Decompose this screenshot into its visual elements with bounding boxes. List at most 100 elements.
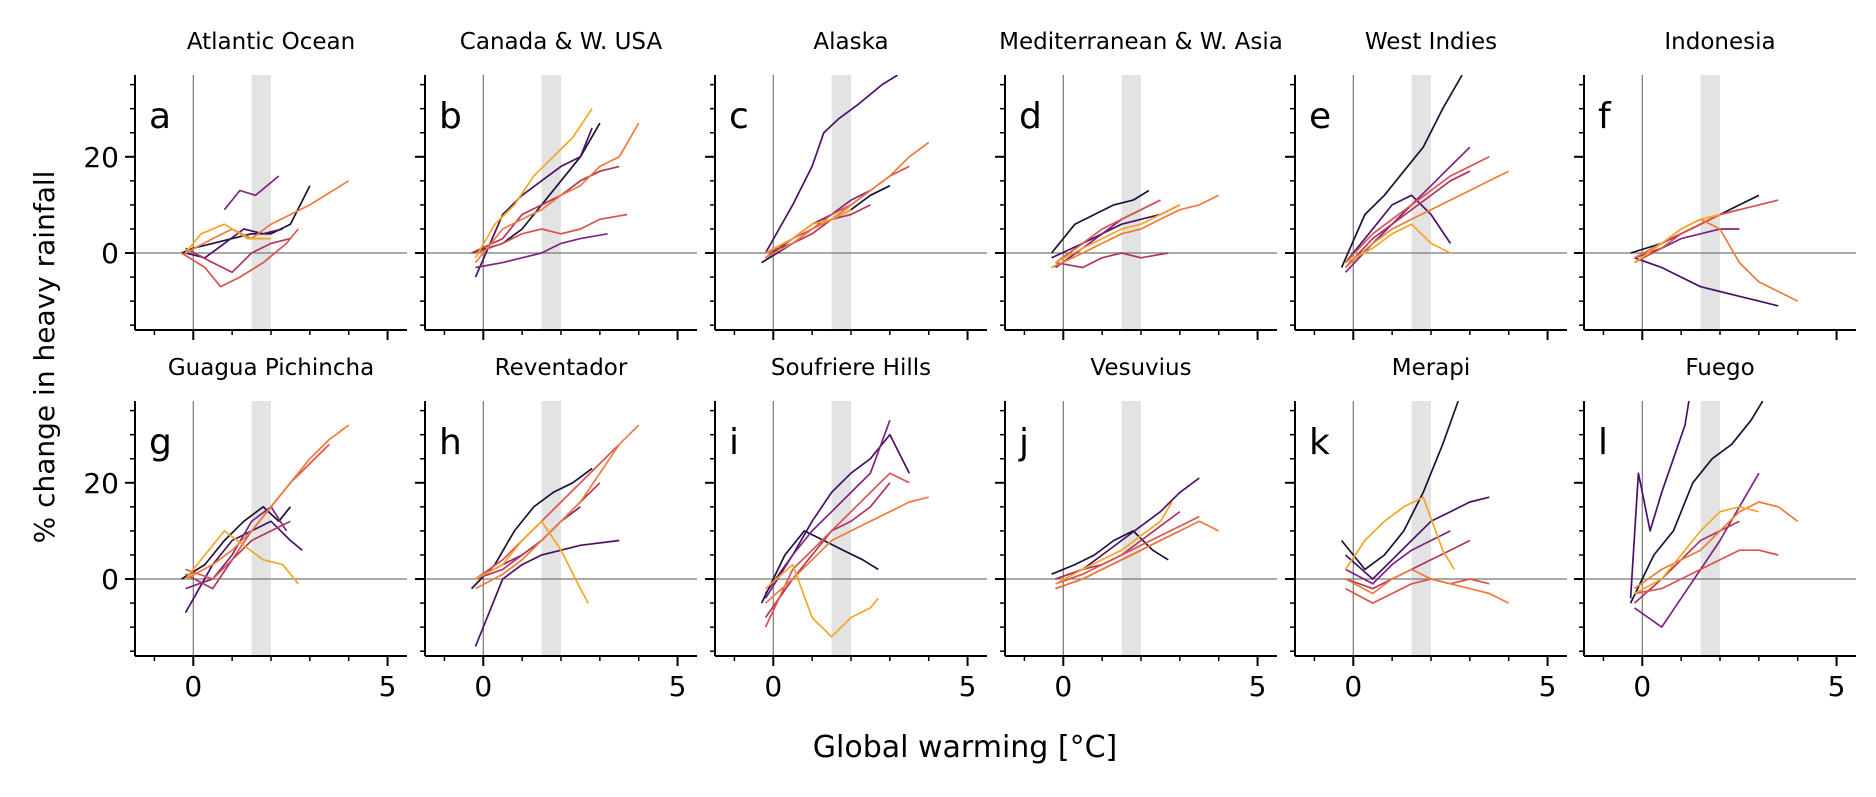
panel-letter: j	[1018, 422, 1029, 463]
series-line	[764, 433, 911, 594]
shaded-band	[1411, 401, 1431, 656]
series-line	[223, 175, 280, 211]
series-line	[475, 424, 640, 590]
series-line	[1055, 204, 1181, 264]
panel-title: Vesuvius	[1090, 355, 1191, 381]
series-line	[1344, 170, 1471, 269]
shaded-band	[1700, 401, 1720, 656]
panel-title: Mediterranean & W. Asia	[999, 29, 1283, 55]
series-line	[474, 108, 593, 259]
series-line	[1055, 199, 1161, 264]
series-line	[1345, 578, 1490, 604]
x-tick-label: 5	[1249, 670, 1267, 703]
series-line	[1344, 170, 1510, 269]
series-line	[764, 419, 891, 599]
panel-e: West Indies e	[1285, 29, 1567, 340]
panel-l: 0 5 Fuego l	[1574, 355, 1856, 703]
shaded-band	[831, 75, 851, 330]
series-group	[1340, 75, 1510, 273]
panel-title: Merapi	[1392, 355, 1471, 381]
series-line	[184, 223, 271, 254]
series-line	[1055, 520, 1220, 590]
panel-letter: h	[439, 422, 462, 463]
series-line	[1055, 515, 1200, 585]
series-line	[1345, 530, 1451, 585]
shaded-band	[251, 401, 271, 656]
series-line	[1340, 75, 1463, 268]
panel-k: 0 5 Merapi k	[1285, 355, 1567, 703]
panel-d: Mediterranean & W. Asia d	[995, 29, 1283, 340]
series-line	[1634, 549, 1779, 595]
shaded-band	[251, 75, 271, 330]
series-line	[1634, 199, 1779, 264]
series-line	[474, 122, 640, 264]
x-tick-label: 0	[1633, 670, 1651, 703]
series-group	[1051, 477, 1220, 590]
shaded-band	[1121, 401, 1141, 656]
panel-g: 0 5 0 20 Guagua Pichincha g	[83, 355, 407, 703]
x-axis-label: Global warming [°C]	[813, 730, 1117, 765]
panel-h: 0 5 Reventador h	[415, 355, 697, 703]
series-line	[1055, 252, 1169, 269]
series-group	[470, 424, 640, 647]
panel-letter: g	[149, 422, 172, 463]
series-line	[1634, 505, 1760, 595]
shaded-band	[831, 401, 851, 656]
panel-letter: e	[1309, 96, 1331, 137]
series-line	[765, 141, 930, 259]
series-line	[764, 482, 891, 618]
panel-letter: k	[1309, 422, 1330, 463]
series-line	[1630, 194, 1760, 254]
series-line	[1050, 189, 1150, 254]
series-line	[474, 127, 593, 278]
series-line	[1344, 156, 1490, 264]
series-line	[1634, 256, 1779, 307]
panel-title: Indonesia	[1664, 29, 1775, 55]
panel-title: West Indies	[1365, 29, 1497, 55]
x-tick-label: 5	[379, 670, 397, 703]
series-line	[765, 208, 852, 254]
series-line	[181, 505, 292, 580]
series-line	[1051, 194, 1220, 269]
series-line	[471, 122, 601, 254]
panel-letter: f	[1598, 96, 1612, 137]
series-line	[1633, 520, 1740, 604]
series-line	[1055, 501, 1173, 585]
series-line	[1629, 401, 1764, 604]
shaded-band	[1700, 75, 1720, 330]
series-line	[471, 165, 620, 254]
panel-title: Reventador	[495, 355, 628, 381]
x-tick-label: 0	[1344, 670, 1362, 703]
shaded-band	[541, 401, 561, 656]
panel-title: Soufriere Hills	[771, 355, 931, 381]
series-line	[181, 228, 299, 288]
panel-f: Indonesia f	[1574, 29, 1856, 340]
series-line	[764, 496, 929, 604]
panel-title: Guagua Pichincha	[168, 355, 374, 381]
series-line	[181, 185, 311, 254]
y-tick-label: 0	[101, 563, 119, 596]
series-line	[475, 520, 589, 604]
x-tick-label: 0	[764, 670, 782, 703]
series-line	[1344, 194, 1452, 264]
series-line	[475, 213, 628, 254]
x-tick-label: 0	[1054, 670, 1072, 703]
series-line	[1055, 511, 1181, 580]
panel-j: 0 5 Vesuvius j	[995, 355, 1277, 703]
shaded-band	[1121, 75, 1141, 330]
series-group	[1630, 194, 1799, 307]
series-line	[1051, 530, 1169, 575]
series-line	[1345, 568, 1510, 604]
series-line	[185, 520, 291, 590]
y-tick-label: 0	[101, 237, 119, 270]
panel-letter: l	[1598, 422, 1608, 463]
series-line	[1629, 401, 1690, 599]
x-tick-label: 0	[184, 670, 202, 703]
panel-i: 0 5 Soufriere Hills i	[705, 355, 987, 703]
series-group	[1050, 189, 1220, 269]
series-line	[475, 443, 620, 580]
y-tick-label: 20	[83, 467, 119, 500]
series-line	[1340, 401, 1460, 571]
panel-title: Alaska	[813, 29, 888, 55]
